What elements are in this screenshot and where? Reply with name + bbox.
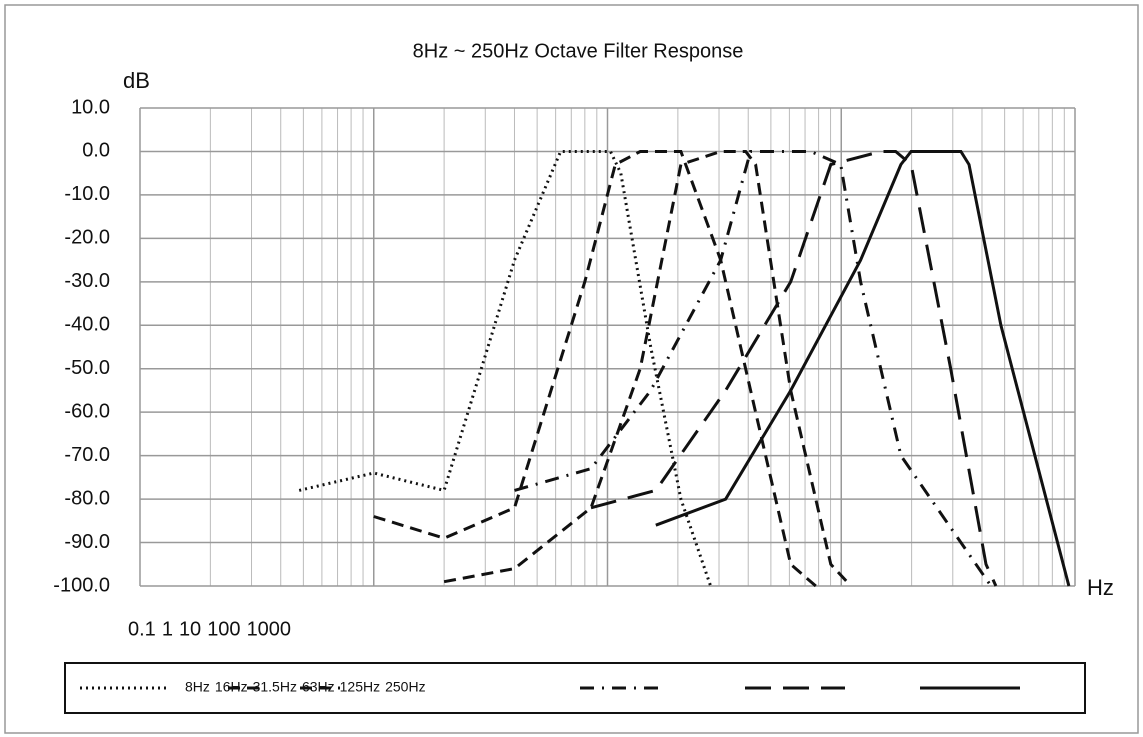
y-tick-label: -50.0 xyxy=(64,357,110,379)
chart-title: 8Hz ~ 250Hz Octave Filter Response xyxy=(413,40,744,62)
legend-label: 125Hz xyxy=(340,679,380,695)
y-tick-label: -80.0 xyxy=(64,487,110,509)
series-line xyxy=(373,150,817,588)
y-tick-label: -90.0 xyxy=(64,531,110,553)
y-tick-label: 10.0 xyxy=(71,96,110,118)
y-tick-label: -30.0 xyxy=(64,270,110,292)
y-tick-label: -20.0 xyxy=(64,227,110,249)
legend-label: 250Hz xyxy=(385,679,425,695)
legend-label: 8Hz xyxy=(185,679,210,695)
x-tick-label: 0.1 xyxy=(128,618,156,640)
legend-label: 31.5Hz xyxy=(253,679,297,695)
chart-border xyxy=(4,4,1139,734)
x-tick-label: 100 xyxy=(207,618,240,640)
x-tick-label: 1 xyxy=(162,618,173,640)
y-tick-label: -100.0 xyxy=(53,574,110,596)
series-line xyxy=(298,150,713,587)
series-line xyxy=(655,150,1071,587)
y-tick-label: 0.0 xyxy=(82,140,110,162)
y-tick-label: -40.0 xyxy=(64,314,110,336)
x-tick-label: 1000 xyxy=(247,618,292,640)
legend-label: 63Hz xyxy=(302,679,335,695)
y-axis-label: dB xyxy=(123,68,150,93)
series-line xyxy=(443,150,853,588)
y-tick-label: -70.0 xyxy=(64,444,110,466)
legend-box xyxy=(64,662,1086,714)
y-tick-label: -60.0 xyxy=(64,400,110,422)
x-tick-label: 10 xyxy=(179,618,201,640)
y-tick-label: -10.0 xyxy=(64,183,110,205)
series-line xyxy=(590,150,998,587)
x-axis-label: Hz xyxy=(1087,575,1114,600)
